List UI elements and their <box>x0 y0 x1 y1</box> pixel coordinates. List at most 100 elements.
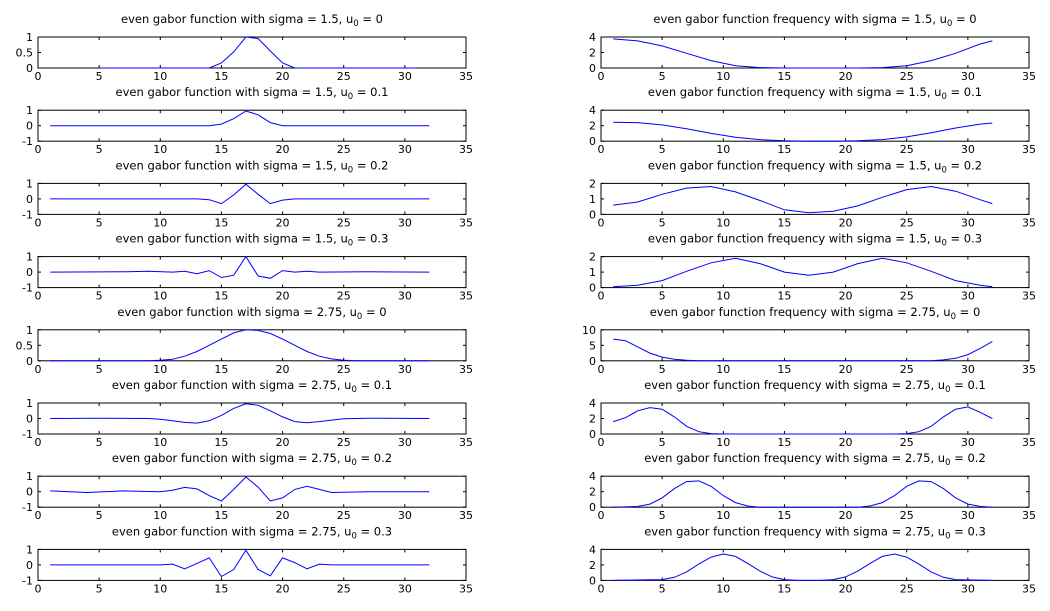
y-tick-label: 0 <box>26 559 33 572</box>
plot-frame <box>601 549 1029 580</box>
x-tick-label: 35 <box>459 509 473 522</box>
y-tick-label: 4 <box>589 470 596 483</box>
subplot-title: even gabor function with sigma = 2.75, u… <box>112 378 392 395</box>
x-tick-label: 20 <box>839 509 853 522</box>
x-tick-label: 30 <box>961 290 975 303</box>
title-main: even gabor function with sigma = 1.5, u <box>116 158 348 172</box>
title-main: even gabor function with sigma = 1.5, u <box>116 85 348 99</box>
y-tick-label: 5 <box>589 339 596 352</box>
x-tick-label: 30 <box>398 582 412 595</box>
title-tail: = 0 <box>359 12 383 26</box>
subplot-1: even gabor function with sigma = 1.5, u0… <box>16 12 474 83</box>
x-tick-label: 25 <box>900 582 914 595</box>
x-tick-label: 15 <box>214 436 228 449</box>
x-tick-label: 20 <box>276 509 290 522</box>
title-tail: = 0.3 <box>951 524 986 538</box>
y-tick-label: 0.5 <box>16 47 34 60</box>
y-tick-label: 0 <box>26 413 33 426</box>
y-tick-label: 4 <box>589 104 596 117</box>
title-main: even gabor function with sigma = 1.5, u <box>116 232 348 246</box>
x-tick-label: 35 <box>459 582 473 595</box>
x-tick-label: 20 <box>839 290 853 303</box>
plot-frame <box>601 37 1029 68</box>
x-tick-label: 5 <box>96 436 103 449</box>
x-tick-label: 20 <box>276 582 290 595</box>
x-tick-label: 10 <box>716 216 730 229</box>
x-tick-label: 25 <box>337 290 351 303</box>
x-tick-label: 20 <box>276 216 290 229</box>
x-tick-label: 0 <box>35 143 42 156</box>
x-tick-label: 25 <box>900 70 914 83</box>
x-tick-label: 25 <box>337 582 351 595</box>
x-tick-label: 10 <box>716 582 730 595</box>
x-tick-label: 30 <box>961 436 975 449</box>
x-tick-label: 25 <box>900 216 914 229</box>
x-tick-label: 10 <box>716 509 730 522</box>
x-tick-label: 0 <box>598 436 605 449</box>
title-tail: = 0.3 <box>357 524 392 538</box>
plot-frame <box>601 183 1029 214</box>
y-tick-label: 2 <box>589 177 596 190</box>
title-main: even gabor function frequency with sigma… <box>644 378 945 392</box>
x-tick-label: 20 <box>839 143 853 156</box>
x-tick-label: 15 <box>777 70 791 83</box>
subplot-10: even gabor function frequency with sigma… <box>582 305 1036 376</box>
subplot-title: even gabor function with sigma = 1.5, u0… <box>116 85 389 102</box>
x-tick-label: 35 <box>1022 436 1036 449</box>
x-tick-label: 25 <box>900 436 914 449</box>
x-tick-label: 35 <box>1022 509 1036 522</box>
title-main: even gabor function with sigma = 2.75, u <box>112 524 352 538</box>
x-tick-label: 5 <box>659 509 666 522</box>
x-tick-label: 5 <box>659 290 666 303</box>
subplot-title: even gabor function with sigma = 2.75, u… <box>112 524 392 541</box>
title-main: even gabor function frequency with sigma… <box>644 524 945 538</box>
y-tick-label: 0 <box>26 355 33 368</box>
x-tick-label: 15 <box>777 509 791 522</box>
x-tick-label: 30 <box>398 436 412 449</box>
subplot-title: even gabor function frequency with sigma… <box>653 12 976 29</box>
y-tick-label: 2 <box>589 120 596 133</box>
x-tick-label: 20 <box>276 143 290 156</box>
x-tick-label: 20 <box>276 363 290 376</box>
x-tick-label: 5 <box>96 509 103 522</box>
x-tick-label: 5 <box>659 216 666 229</box>
subplot-title: even gabor function with sigma = 2.75, u… <box>117 305 386 322</box>
x-tick-label: 25 <box>900 143 914 156</box>
x-tick-label: 20 <box>839 363 853 376</box>
title-tail: = 0.2 <box>353 158 388 172</box>
x-tick-label: 10 <box>153 436 167 449</box>
y-tick-label: 1 <box>26 397 33 410</box>
y-tick-label: -1 <box>22 208 33 221</box>
x-tick-label: 0 <box>35 509 42 522</box>
x-tick-label: 0 <box>598 70 605 83</box>
x-tick-label: 15 <box>777 290 791 303</box>
y-tick-label: 4 <box>589 543 596 556</box>
title-tail: = 0.3 <box>947 232 982 246</box>
title-tail: = 0 <box>362 305 386 319</box>
x-tick-label: 0 <box>35 363 42 376</box>
x-tick-label: 15 <box>214 70 228 83</box>
x-tick-label: 30 <box>961 582 975 595</box>
title-tail: = 0.2 <box>951 451 986 465</box>
title-main: even gabor function frequency with sigma… <box>650 305 951 319</box>
x-tick-label: 5 <box>659 143 666 156</box>
title-main: even gabor function with sigma = 2.75, u <box>112 451 352 465</box>
plot-frame <box>601 257 1029 288</box>
x-tick-label: 35 <box>1022 582 1036 595</box>
x-tick-label: 15 <box>214 582 228 595</box>
x-tick-label: 30 <box>398 216 412 229</box>
y-tick-label: 1 <box>589 266 596 279</box>
x-tick-label: 25 <box>337 216 351 229</box>
x-tick-label: 0 <box>35 70 42 83</box>
x-tick-label: 15 <box>777 216 791 229</box>
title-tail: = 0 <box>956 305 980 319</box>
subplot-5: even gabor function with sigma = 1.5, u0… <box>22 158 473 229</box>
x-tick-label: 20 <box>839 582 853 595</box>
x-tick-label: 5 <box>96 363 103 376</box>
y-tick-label: 10 <box>582 324 596 337</box>
x-tick-label: 0 <box>35 436 42 449</box>
title-tail: = 0 <box>952 12 976 26</box>
subplot-12: even gabor function frequency with sigma… <box>589 378 1036 449</box>
x-tick-label: 15 <box>214 363 228 376</box>
